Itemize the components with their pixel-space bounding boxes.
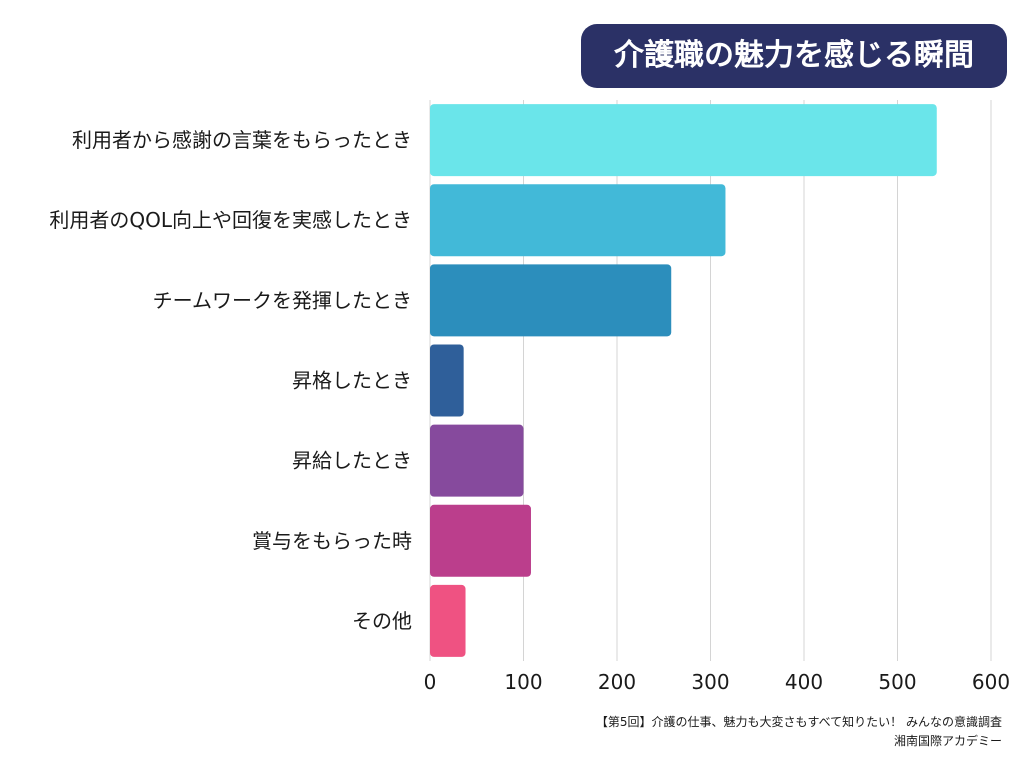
bars bbox=[430, 104, 937, 657]
category-label-4: 昇格したとき bbox=[292, 369, 412, 393]
bar-4 bbox=[430, 344, 464, 417]
x-tick-label-300: 300 bbox=[691, 670, 729, 694]
source-survey-title: 【第5回】介護の仕事、魅力も大変さもすべて知りたい！ みんなの意識調査 bbox=[595, 715, 1002, 729]
category-label-7: その他 bbox=[352, 609, 412, 633]
chart-title: 介護職の魅力を感じる瞬間 bbox=[581, 24, 1007, 88]
x-tick-label-0: 0 bbox=[424, 670, 437, 694]
source-organization: 湘南国際アカデミー bbox=[893, 734, 1002, 748]
category-label-5: 昇給したとき bbox=[292, 449, 412, 473]
category-label-1: 利用者から感謝の言葉をもらったとき bbox=[72, 128, 412, 152]
bar-7 bbox=[430, 584, 466, 657]
category-label-3: チームワークを発揮したとき bbox=[153, 288, 412, 312]
bar-2 bbox=[430, 184, 726, 257]
x-tick-labels: 0 100 200 300 400 500 600 bbox=[424, 670, 1010, 694]
category-label-6: 賞与をもらった時 bbox=[252, 529, 412, 553]
bar-3 bbox=[430, 264, 672, 337]
x-tick-label-200: 200 bbox=[598, 670, 636, 694]
bar-5 bbox=[430, 424, 524, 497]
x-tick-label-500: 500 bbox=[878, 670, 916, 694]
x-tick-label-600: 600 bbox=[972, 670, 1010, 694]
bar-1 bbox=[430, 104, 937, 177]
x-tick-label-400: 400 bbox=[785, 670, 823, 694]
source-footer: 【第5回】介護の仕事、魅力も大変さもすべて知りたい！ みんなの意識調査 湘南国際… bbox=[596, 713, 1002, 751]
bar-6 bbox=[430, 504, 531, 577]
category-labels: 利用者から感謝の言葉をもらったとき利用者のQOL向上や回復を実感したときチームワ… bbox=[49, 128, 412, 633]
x-tick-label-100: 100 bbox=[504, 670, 542, 694]
category-label-2: 利用者のQOL向上や回復を実感したとき bbox=[49, 208, 412, 232]
gridlines bbox=[523, 100, 992, 661]
